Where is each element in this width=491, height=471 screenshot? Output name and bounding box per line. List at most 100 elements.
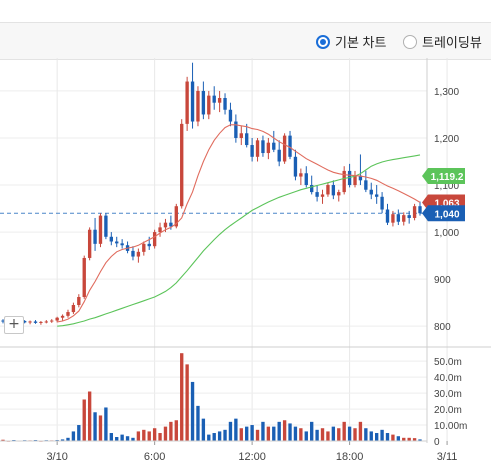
candle bbox=[196, 86, 200, 127]
volume-bar bbox=[326, 431, 330, 441]
candle bbox=[407, 210, 411, 224]
time-tick-label: 12:00 bbox=[238, 451, 266, 463]
volume-bar bbox=[212, 433, 216, 441]
candle-body bbox=[326, 185, 330, 195]
candle-body bbox=[358, 175, 363, 181]
volume-bar bbox=[315, 429, 319, 441]
candle bbox=[331, 180, 336, 200]
volume-bar bbox=[82, 399, 86, 441]
candle-body bbox=[60, 315, 65, 318]
candle-body bbox=[82, 257, 86, 298]
candle bbox=[33, 320, 38, 324]
candle bbox=[412, 203, 417, 221]
candle-body bbox=[385, 209, 390, 223]
volume-bar bbox=[131, 437, 135, 441]
volume-bar bbox=[60, 439, 65, 441]
volume-bar bbox=[136, 431, 141, 441]
candle-body bbox=[331, 185, 336, 196]
time-tick-label: 3/11 bbox=[437, 451, 458, 463]
price-tick-label: 1,000 bbox=[434, 228, 459, 239]
candle bbox=[28, 320, 32, 325]
ma-short-tag-text: 1,063 bbox=[434, 198, 459, 209]
candle bbox=[228, 102, 233, 127]
volume-bar bbox=[320, 428, 325, 441]
candle-body bbox=[196, 90, 200, 122]
volume-tick-label: 0 bbox=[434, 437, 440, 448]
volume-bar bbox=[374, 433, 379, 441]
volume-bar bbox=[310, 421, 314, 441]
candle bbox=[391, 210, 395, 227]
volume-bar bbox=[125, 436, 130, 441]
volume-bar bbox=[396, 436, 401, 441]
candle-body bbox=[245, 133, 249, 146]
price-tick-label: 1,300 bbox=[434, 87, 459, 98]
candle bbox=[380, 192, 384, 214]
radio-unselected-icon[interactable] bbox=[403, 34, 417, 49]
candle bbox=[22, 320, 27, 324]
candle-body bbox=[310, 185, 314, 193]
candle-body bbox=[353, 175, 357, 186]
volume-bar bbox=[255, 429, 260, 441]
candle bbox=[185, 76, 189, 131]
candle-body bbox=[87, 229, 92, 258]
candle bbox=[385, 203, 390, 226]
volume-bar bbox=[1, 439, 5, 441]
candle bbox=[396, 209, 401, 226]
candle-body bbox=[250, 145, 254, 157]
candle bbox=[282, 133, 287, 164]
candle-body bbox=[266, 142, 271, 154]
candle-body bbox=[39, 321, 43, 323]
add-indicator-button[interactable]: + bbox=[4, 316, 24, 334]
volume-tick-label: 30.0m bbox=[434, 389, 462, 400]
candle bbox=[250, 137, 254, 162]
moving-average-lines bbox=[57, 124, 421, 327]
volume-bar bbox=[277, 421, 281, 441]
volume-bar bbox=[342, 421, 346, 441]
candle-body bbox=[277, 149, 281, 162]
volume-bar bbox=[190, 381, 195, 441]
last-price-tag: 1,040 bbox=[422, 205, 465, 222]
candle bbox=[87, 227, 92, 261]
candle bbox=[293, 149, 298, 181]
candle-body bbox=[391, 214, 395, 223]
volume-bar bbox=[272, 426, 276, 441]
volume-bar bbox=[261, 421, 265, 441]
volume-bar bbox=[282, 420, 287, 441]
candle-body bbox=[374, 194, 379, 197]
axes: 1,300 1,200 1,100 1,000 900 800 50.0m 40.0m 30.0… bbox=[0, 58, 491, 463]
volume-bar bbox=[331, 426, 336, 441]
volume-bar bbox=[402, 437, 406, 441]
candle bbox=[261, 135, 265, 157]
candle-body bbox=[239, 133, 243, 138]
tradingview-option[interactable]: 트레이딩뷰 bbox=[403, 32, 482, 51]
radio-selected-icon[interactable] bbox=[316, 34, 330, 49]
candle-body bbox=[22, 321, 27, 323]
candle bbox=[418, 201, 422, 216]
volume-bar bbox=[358, 421, 363, 441]
volume-tick-label: 40.0m bbox=[434, 373, 462, 384]
basic-chart-option[interactable]: 기본 차트 bbox=[316, 32, 386, 51]
candle bbox=[326, 182, 330, 197]
volume-bar bbox=[347, 426, 352, 441]
candle bbox=[201, 81, 206, 120]
volume-bar bbox=[98, 415, 103, 441]
candle-body bbox=[33, 321, 38, 323]
candle bbox=[337, 189, 341, 202]
price-tick-label: 800 bbox=[434, 322, 451, 333]
candle-body bbox=[418, 206, 422, 214]
candle-body bbox=[163, 222, 168, 228]
candle bbox=[109, 232, 113, 246]
candle-body bbox=[217, 97, 222, 103]
candle bbox=[98, 213, 103, 248]
volume-bar bbox=[239, 428, 243, 441]
candle-body bbox=[77, 297, 81, 306]
volume-bar bbox=[185, 364, 189, 441]
volume-bars bbox=[1, 353, 422, 442]
volume-bar bbox=[77, 425, 81, 441]
candle bbox=[320, 189, 325, 204]
candle bbox=[93, 217, 97, 251]
candle-body bbox=[55, 317, 59, 321]
candle-body bbox=[255, 140, 260, 157]
candle-body bbox=[315, 192, 319, 197]
